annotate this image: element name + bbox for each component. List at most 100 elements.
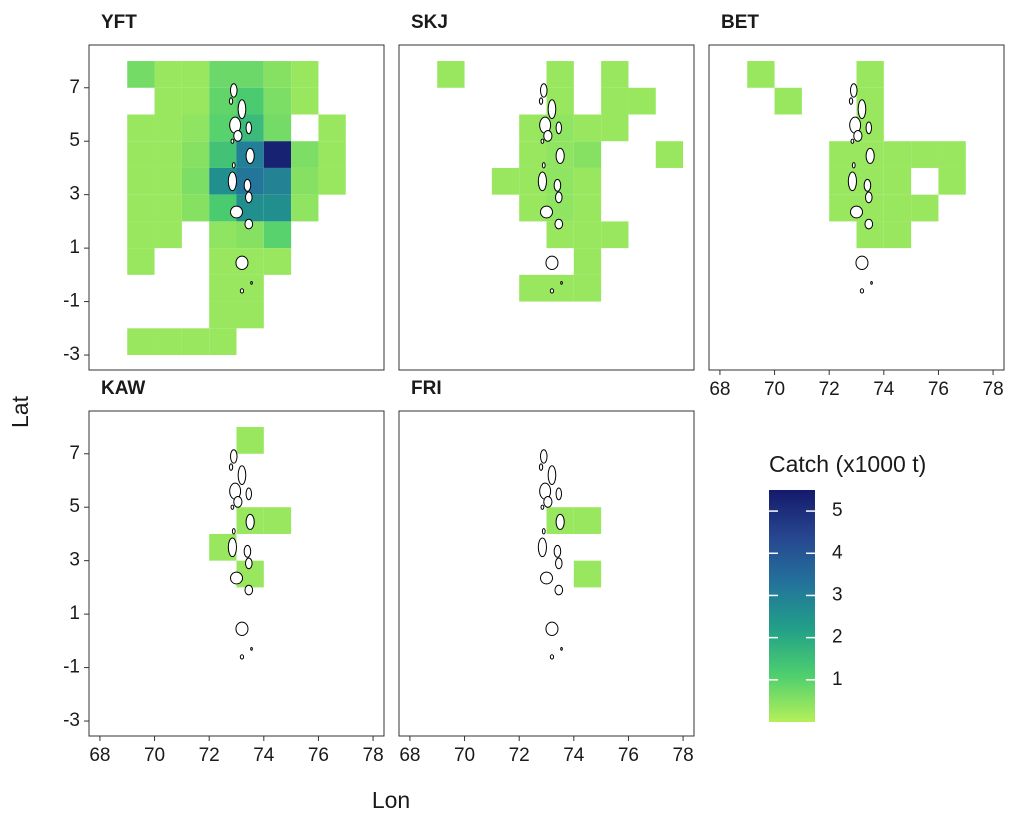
island	[850, 138, 855, 144]
island	[231, 162, 236, 169]
x-tick-label: 70	[764, 379, 785, 400]
x-tick-label: 68	[89, 745, 110, 766]
tile	[127, 167, 155, 195]
island	[553, 544, 562, 558]
tile	[883, 194, 912, 222]
tile	[236, 427, 264, 454]
panel-title: FRI	[411, 378, 442, 399]
island	[545, 255, 559, 271]
tile	[263, 221, 292, 249]
tile	[601, 221, 629, 249]
tile	[883, 221, 912, 249]
tile	[883, 167, 912, 195]
tile	[601, 114, 629, 142]
x-tick-label: 74	[253, 745, 275, 766]
island	[245, 121, 253, 135]
island	[554, 584, 564, 596]
island	[244, 218, 254, 230]
island	[855, 255, 869, 271]
tile	[154, 328, 182, 356]
tile	[573, 507, 602, 534]
tile	[546, 61, 574, 88]
tile	[263, 507, 292, 534]
island	[849, 205, 864, 219]
tile	[127, 248, 155, 275]
island	[239, 288, 245, 294]
island	[245, 147, 255, 164]
island	[865, 121, 873, 135]
tile	[181, 61, 210, 88]
tile	[263, 248, 292, 275]
colorbar	[769, 490, 815, 722]
island	[851, 162, 856, 169]
island	[245, 557, 253, 570]
tile	[209, 328, 237, 356]
tile	[911, 141, 939, 168]
tile	[127, 221, 155, 249]
tile	[263, 167, 292, 195]
island	[539, 449, 548, 464]
x-tick-label: 72	[199, 745, 220, 766]
island	[555, 147, 565, 164]
tile	[263, 114, 292, 142]
tile	[519, 141, 547, 168]
x-tick-label: 74	[873, 379, 895, 400]
island	[545, 621, 559, 637]
island	[228, 463, 234, 471]
island	[547, 465, 557, 485]
tile	[655, 141, 684, 168]
x-tick-label: 76	[928, 379, 949, 400]
island	[549, 654, 555, 660]
island	[865, 147, 875, 164]
island	[859, 288, 865, 294]
island	[554, 218, 564, 230]
tile	[181, 87, 210, 115]
island	[539, 83, 548, 98]
island	[227, 537, 237, 558]
x-tick-label: 68	[399, 745, 420, 766]
island	[235, 255, 249, 271]
tile	[181, 328, 210, 356]
tile	[774, 87, 802, 115]
x-tick-label: 78	[363, 745, 384, 766]
tile	[938, 141, 966, 168]
x-tick-label: 78	[983, 379, 1004, 400]
y-tick-label: -1	[63, 657, 80, 678]
tile	[318, 141, 346, 168]
tile	[181, 114, 210, 142]
tile	[127, 114, 155, 142]
island	[250, 281, 253, 285]
tile	[263, 87, 292, 115]
tile	[209, 248, 237, 275]
colorbar-tick-label: 2	[832, 627, 843, 648]
island	[243, 544, 252, 558]
x-tick-label: 74	[563, 745, 585, 766]
tile	[263, 194, 292, 222]
panel-title: SKJ	[411, 12, 448, 33]
tile	[318, 114, 346, 142]
island	[245, 513, 255, 530]
island	[555, 191, 563, 204]
tile	[154, 61, 182, 88]
island	[541, 528, 546, 535]
y-tick-label: 5	[69, 496, 80, 517]
tile	[573, 114, 602, 142]
tile	[437, 61, 465, 88]
tile	[291, 194, 319, 222]
panel-border	[398, 410, 695, 737]
island	[549, 288, 555, 294]
island	[230, 504, 235, 510]
island	[231, 528, 236, 535]
x-tick-label: 76	[308, 745, 329, 766]
island	[555, 557, 563, 570]
panel-border	[398, 44, 695, 371]
y-tick-label: 7	[69, 443, 80, 464]
island	[229, 205, 244, 219]
x-tick-label: 72	[509, 745, 530, 766]
tile	[573, 221, 602, 249]
tile	[127, 328, 155, 356]
tile	[181, 167, 210, 195]
island	[555, 121, 563, 135]
tile	[883, 141, 912, 168]
tile	[236, 274, 264, 302]
